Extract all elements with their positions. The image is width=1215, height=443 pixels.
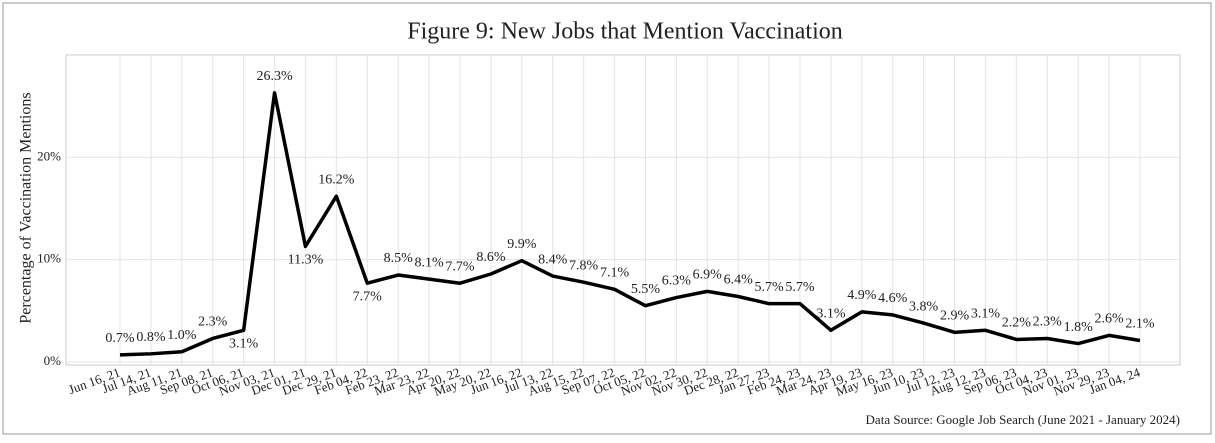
plot-panel	[65, 54, 1181, 366]
frame	[2, 2, 1212, 435]
chart-title: Figure 9: New Jobs that Mention Vaccinat…	[407, 19, 843, 45]
data-label: 5.7%	[785, 280, 815, 295]
data-label: 16.2%	[318, 172, 355, 187]
data-label: 2.1%	[1125, 317, 1155, 332]
data-label: 3.8%	[909, 299, 939, 314]
data-label: 0.7%	[105, 331, 135, 346]
data-label: 3.1%	[816, 306, 846, 321]
data-label: 2.2%	[1002, 316, 1032, 331]
y-tick-label: 20%	[37, 148, 61, 163]
data-line	[119, 91, 1141, 357]
data-label: 3.1%	[229, 336, 259, 351]
data-label: 7.7%	[353, 289, 383, 304]
data-label: 7.7%	[445, 259, 475, 274]
data-label: 9.9%	[507, 237, 537, 252]
y-tick-label: 10%	[37, 251, 61, 266]
data-label: 6.9%	[693, 268, 723, 283]
y-tick-label: 0%	[44, 353, 62, 368]
data-label: 11.3%	[288, 253, 324, 268]
data-label: 2.9%	[940, 309, 970, 324]
data-label: 1.8%	[1064, 320, 1094, 335]
data-label: 1.0%	[167, 328, 197, 343]
data-label: 8.1%	[415, 255, 445, 270]
data-label: 0.8%	[136, 330, 166, 345]
data-label: 8.5%	[384, 251, 414, 266]
data-label: 5.7%	[755, 280, 785, 295]
data-label: 8.6%	[476, 250, 506, 265]
source-note: Data Source: Google Job Search (June 202…	[866, 412, 1180, 427]
data-label: 4.9%	[847, 288, 877, 303]
data-label: 5.5%	[631, 282, 661, 297]
data-label: 7.1%	[600, 266, 630, 281]
data-label: 7.8%	[569, 258, 599, 273]
data-label: 6.4%	[724, 273, 754, 288]
data-label: 2.6%	[1095, 312, 1125, 327]
data-label: 2.3%	[1033, 315, 1063, 330]
data-label: 4.6%	[878, 291, 908, 306]
data-label: 26.3%	[256, 69, 293, 84]
data-label: 2.3%	[198, 315, 228, 330]
data-label: 3.1%	[971, 306, 1001, 321]
y-axis-label: Percentage of Vaccination Mentions	[18, 92, 35, 323]
data-label: 8.4%	[538, 252, 568, 267]
data-label: 6.3%	[662, 274, 692, 289]
